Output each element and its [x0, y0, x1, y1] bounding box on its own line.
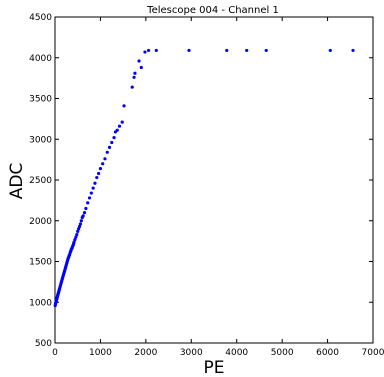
data-point — [93, 181, 97, 185]
data-point — [120, 120, 124, 124]
x-tick-label: 1000 — [89, 348, 112, 358]
data-point — [143, 50, 147, 54]
x-axis-label: PE — [204, 358, 225, 377]
data-point — [77, 227, 81, 231]
y-tick-label: 3500 — [29, 95, 52, 105]
data-point — [87, 196, 92, 200]
data-point — [107, 145, 112, 149]
data-point — [76, 229, 80, 233]
data-point — [351, 48, 355, 53]
data-point — [72, 240, 76, 244]
data-point — [89, 191, 93, 195]
data-point — [146, 48, 151, 53]
x-tick-labels: 0 1000 2000 3000 4000 5000 6000 7000 — [52, 348, 384, 358]
x-tick-label: 3000 — [180, 348, 203, 358]
y-tick-label: 2000 — [29, 217, 52, 227]
x-tick-label: 4000 — [225, 348, 248, 358]
data-point — [82, 211, 87, 215]
data-point — [84, 206, 88, 211]
data-point — [79, 219, 83, 223]
data-point — [101, 162, 105, 166]
data-point — [133, 71, 137, 75]
data-point — [115, 128, 119, 132]
axis-ticks — [54, 16, 374, 344]
y-axis-label: ADC — [7, 163, 27, 200]
data-point — [74, 235, 78, 239]
data-point — [122, 104, 126, 108]
y-tick-label: 2500 — [29, 176, 52, 186]
chart-title: Telescope 004 - Channel 1 — [146, 5, 279, 16]
data-point — [117, 124, 122, 128]
data-point — [130, 85, 134, 89]
x-tick-label: 5000 — [271, 348, 294, 358]
x-tick-label: 2000 — [134, 348, 157, 358]
data-point — [105, 150, 109, 154]
y-tick-label: 1000 — [29, 298, 52, 308]
data-points — [53, 48, 355, 308]
y-tick-label: 3000 — [29, 135, 52, 145]
data-point — [132, 75, 136, 79]
data-point — [225, 48, 229, 53]
y-tick-label: 4000 — [29, 54, 52, 64]
data-point — [112, 136, 116, 140]
x-tick-label: 6000 — [316, 348, 339, 358]
data-point — [98, 166, 103, 171]
y-tick-label: 4500 — [29, 13, 52, 23]
data-point — [245, 48, 249, 53]
data-point — [187, 48, 191, 53]
data-point — [328, 48, 332, 53]
plot-area — [54, 16, 374, 344]
data-point — [95, 175, 99, 180]
data-point — [86, 201, 90, 205]
data-point — [75, 233, 79, 237]
data-point — [97, 171, 101, 176]
data-point — [137, 59, 141, 63]
y-tick-label: 1500 — [29, 258, 52, 268]
y-tick-labels: 500 1000 1500 2000 2500 3000 3500 4000 4500 — [29, 13, 52, 349]
data-point — [264, 48, 268, 53]
data-point — [78, 222, 83, 226]
data-point — [103, 157, 107, 161]
data-point — [154, 48, 158, 53]
x-tick-label: 0 — [52, 348, 58, 358]
data-point — [81, 214, 85, 218]
data-point — [110, 140, 114, 145]
y-tick-label: 500 — [35, 339, 52, 349]
data-point — [77, 224, 82, 229]
data-point — [91, 186, 95, 190]
data-point — [73, 237, 77, 242]
data-point — [139, 65, 143, 70]
x-tick-label: 7000 — [362, 348, 384, 358]
